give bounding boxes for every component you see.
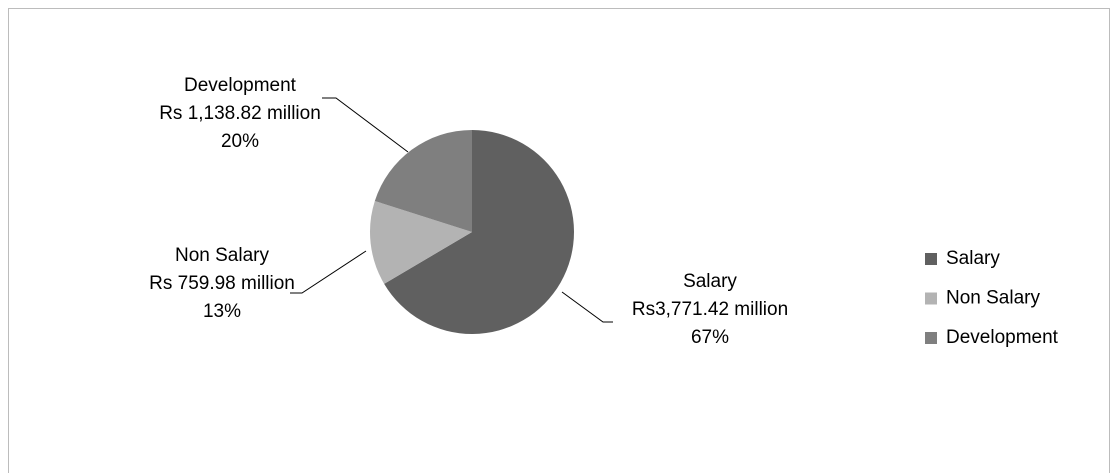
pie-slice bbox=[374, 130, 472, 232]
data-label-value: Rs 1,138.82 million bbox=[159, 103, 321, 124]
legend-label: Salary bbox=[946, 248, 1000, 269]
data-label-percent: 13% bbox=[203, 301, 241, 322]
data-label-percent: 67% bbox=[691, 327, 729, 348]
legend-swatch bbox=[925, 292, 937, 305]
legend-swatch bbox=[925, 253, 937, 265]
pie-slice bbox=[370, 200, 472, 284]
leader-line bbox=[561, 291, 613, 323]
data-label-percent: 20% bbox=[221, 131, 259, 152]
pie-slice bbox=[384, 130, 574, 335]
data-label-name: Non Salary bbox=[175, 245, 269, 266]
data-label-value: Rs 759.98 million bbox=[149, 273, 295, 294]
legend-swatch bbox=[925, 332, 937, 344]
leader-line bbox=[290, 250, 367, 294]
legend-label: Development bbox=[946, 327, 1059, 348]
data-label-value: Rs3,771.42 million bbox=[632, 299, 788, 320]
legend-label: Non Salary bbox=[946, 288, 1040, 309]
leader-line bbox=[322, 97, 409, 153]
data-label-name: Salary bbox=[683, 271, 737, 292]
data-label-name: Development bbox=[184, 75, 297, 96]
